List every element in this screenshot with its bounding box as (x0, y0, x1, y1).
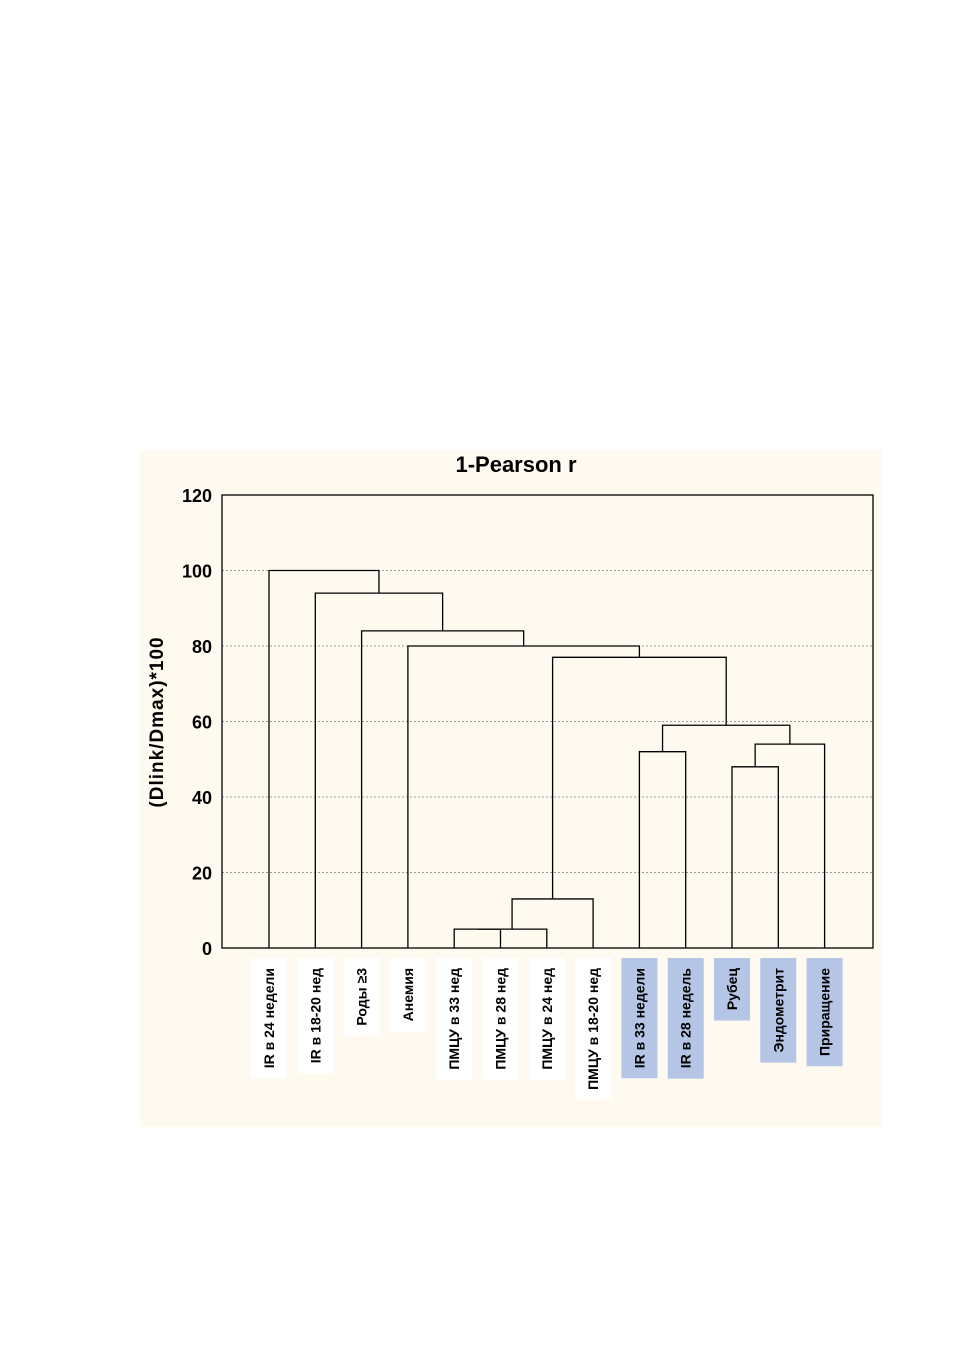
leaf-label: Эндометрит (770, 968, 786, 1053)
leaf-label: Приращение (817, 968, 833, 1056)
leaf-label: IR в 24 недели (261, 968, 277, 1068)
leaf-label: Рубец (724, 968, 740, 1011)
y-tick-label: 40 (192, 788, 212, 808)
y-tick-label: 120 (182, 486, 212, 506)
leaf-label: ПМЦУ в 18-20 нед (585, 968, 601, 1090)
leaf-label: ПМЦУ в 28 нед (493, 968, 509, 1070)
y-tick-label: 100 (182, 562, 212, 582)
leaf-label: ПМЦУ в 24 нед (539, 968, 555, 1070)
leaf-labels: IR в 24 недели IR в 18-20 нед Роды ≥3 Анеми… (251, 958, 843, 1100)
leaf-item: IR в 18-20 нед (297, 958, 334, 1074)
leaf-label: ПМЦУ в 33 нед (446, 968, 462, 1070)
leaf-highlight-box (760, 958, 797, 1063)
leaf-item: ПМЦУ в 28 нед (482, 958, 519, 1080)
y-tick-label: 80 (192, 637, 212, 657)
leaf-item: ПМЦУ в 24 нед (528, 958, 565, 1080)
leaf-label-box (482, 958, 519, 1080)
leaf-highlight-box (714, 958, 750, 1021)
leaf-label-box (528, 958, 565, 1080)
leaf-label-box (343, 958, 380, 1036)
y-tick-label: 60 (192, 713, 212, 733)
y-tick-label: 20 (192, 864, 212, 884)
leaf-item: Анемия (389, 958, 426, 1032)
dendrogram-link (477, 928, 548, 948)
leaf-label-box (251, 958, 287, 1079)
leaf-label: IR в 33 недели (631, 968, 647, 1068)
leaf-highlight-box (806, 958, 843, 1067)
leaf-label-box (575, 958, 612, 1100)
dendrogram-link (268, 569, 380, 948)
leaf-item: ПМЦУ в 18-20 нед (575, 958, 612, 1100)
leaf-item: IR в 28 недель (667, 958, 704, 1079)
leaf-item: Рубец (714, 958, 750, 1021)
leaf-label-box (297, 958, 334, 1074)
leaf-item: Эндометрит (760, 958, 797, 1063)
y-axis-label: (Dlink/Dmax)*100 (147, 636, 168, 807)
leaf-item: IR в 24 недели (251, 958, 287, 1079)
leaf-label: Анемия (400, 968, 416, 1021)
leaf-highlight-box (621, 958, 658, 1079)
y-tick-label: 0 (202, 939, 212, 959)
leaf-item: IR в 33 недели (621, 958, 658, 1079)
leaf-label: IR в 18-20 нед (307, 968, 323, 1063)
chart-title: 1-Pearson r (455, 452, 576, 477)
leaf-item: Приращение (806, 958, 843, 1067)
y-ticks: 0 20 40 60 80 100 120 (182, 486, 212, 959)
plot-frame (221, 494, 874, 949)
leaf-highlight-box (667, 958, 704, 1079)
leaf-item: Роды ≥3 (343, 958, 380, 1036)
dendrogram-links (268, 569, 826, 948)
leaf-item: ПМЦУ в 33 нед (436, 958, 473, 1080)
leaf-label: IR в 28 недель (678, 968, 694, 1069)
leaf-label-box (436, 958, 473, 1080)
leaf-label-box (389, 958, 426, 1032)
leaf-label: Роды ≥3 (354, 968, 370, 1026)
